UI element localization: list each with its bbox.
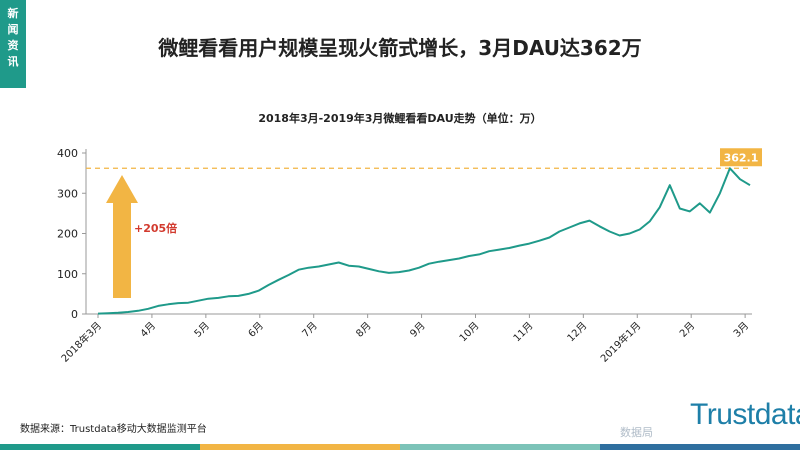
x-tick-label: 3月	[731, 320, 751, 340]
peak-badge	[720, 148, 762, 167]
x-tick-label: 7月	[300, 320, 320, 340]
news-tag-char: 新	[7, 7, 19, 20]
y-tick-label: 100	[57, 268, 78, 281]
watermark: 数据局	[620, 426, 653, 439]
x-tick-label: 6月	[246, 320, 266, 340]
x-tick-label: 2019年1月	[598, 319, 644, 365]
y-tick-label: 200	[57, 228, 78, 241]
peak-label: 362.1	[724, 151, 759, 164]
y-tick-label: 300	[57, 187, 78, 200]
trustdata-logo: Trustdata	[690, 398, 800, 431]
x-tick-label: 11月	[511, 320, 536, 345]
x-tick-label: 12月	[565, 320, 590, 345]
bottom-bar-segment	[400, 444, 600, 450]
growth-label: +205倍	[134, 221, 177, 235]
x-tick-label: 8月	[354, 320, 374, 340]
chart-title: 2018年3月-2019年3月微鲤看看DAU走势（单位：万）	[258, 112, 542, 125]
news-tag: 新 闻 资 讯	[0, 0, 26, 88]
x-tick-label: 4月	[138, 320, 158, 340]
data-source-note: 数据来源：Trustdata移动大数据监测平台	[20, 424, 207, 435]
y-tick-label: 400	[57, 147, 78, 160]
bottom-bar-segment	[600, 444, 800, 450]
bottom-bar-segment	[0, 444, 200, 450]
headline: 微鲤看看用户规模呈现火箭式增长，3月DAU达362万	[158, 36, 642, 60]
dau-series-line	[97, 167, 751, 315]
bottom-bar-segment	[200, 444, 400, 450]
growth-arrow-icon	[106, 175, 138, 298]
x-tick-label: 10月	[457, 320, 482, 345]
news-tag-char: 资	[7, 39, 19, 52]
news-tag-char: 闻	[7, 23, 19, 36]
x-tick-label: 5月	[192, 320, 212, 340]
bottom-color-bar	[0, 444, 800, 450]
news-tag-char: 讯	[7, 55, 19, 68]
x-tick-label: 2018年3月	[58, 319, 104, 365]
y-tick-label: 0	[71, 308, 78, 321]
x-tick-label: 2月	[677, 320, 697, 340]
x-tick-label: 9月	[408, 320, 428, 340]
